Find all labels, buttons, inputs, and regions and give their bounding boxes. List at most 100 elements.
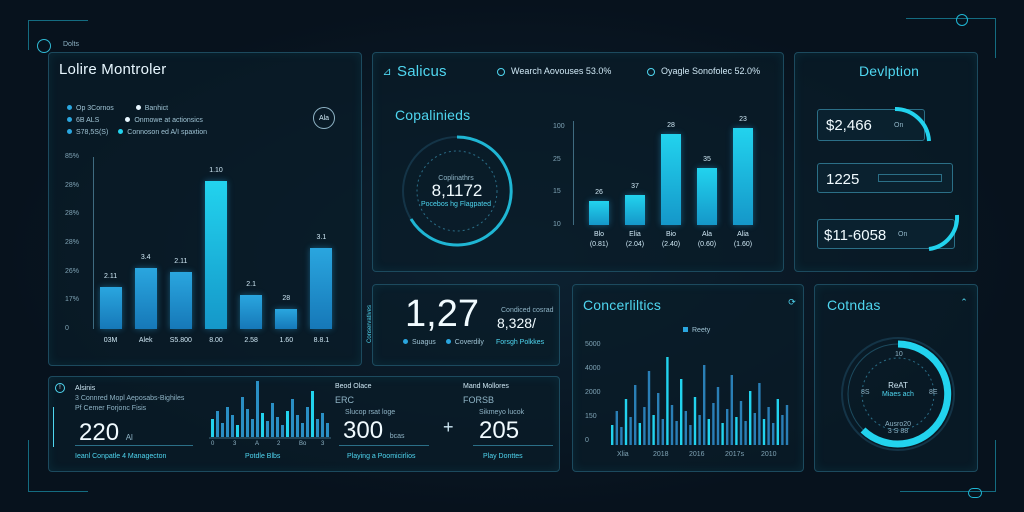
- deviation-value-2: 1225: [826, 171, 860, 188]
- dense-bar: [739, 401, 743, 445]
- dense-bar: [620, 427, 623, 445]
- concerlitics-panel: Concerliltics ⟳ Reety 5000 4000 2000 150 0 Xl…: [572, 284, 804, 472]
- kpi-legend-3: Forsgh Polkkes: [495, 339, 545, 346]
- sparkline-bar: [216, 411, 219, 437]
- y-tick-label: 28%: [65, 181, 80, 189]
- y-tick-label: 100: [553, 123, 565, 130]
- legend-row-3: S78,5S(S) Connoson ed A/I spaxtion: [67, 129, 207, 136]
- search-icon: [497, 67, 505, 76]
- dense-bar: [762, 419, 766, 445]
- x-tick-sublabel: (2.04): [625, 241, 645, 248]
- bar: [733, 127, 753, 225]
- bar-value-label: 28: [667, 121, 675, 129]
- dense-bar: [781, 415, 784, 445]
- x-tick-label: 1.60: [279, 337, 294, 344]
- bottom-stats-panel: ! Alsinis 3 Connred Mopl Aeposabs-Bighil…: [48, 376, 560, 472]
- sparkline-bar: [266, 421, 269, 437]
- dense-bar: [735, 417, 738, 445]
- bottom-right-toggle-icon[interactable]: [968, 488, 982, 498]
- divider: [75, 445, 193, 446]
- dense-bar: [652, 415, 655, 445]
- sparkline-tick: 2: [277, 441, 281, 445]
- x-tick-label: Bio: [665, 231, 677, 238]
- plus-sign: +: [443, 417, 454, 437]
- bottom-mid-title: Beod Olace: [335, 383, 372, 390]
- x-tick-sublabel: (0.81): [589, 241, 609, 248]
- deviation-item-1[interactable]: $2,466 On: [817, 109, 925, 141]
- refresh-icon[interactable]: ⟳: [788, 296, 796, 307]
- kpi-side-label: Conservatives: [367, 304, 374, 344]
- dense-bar: [721, 423, 724, 445]
- x-tick-label: Elia: [629, 231, 641, 238]
- sparkline-bar: [236, 425, 239, 437]
- kpi-legend: Suagus Coverdily Forsgh Polkkes: [403, 339, 544, 346]
- x-tick-label: Xlia: [617, 451, 629, 458]
- x-tick-label: 8.8.1: [313, 337, 330, 344]
- divider: [473, 445, 553, 446]
- sales-bar-chart: 100 25 15 10 26 Blo (0.81) 37 Elia (2.04) 28 Bio (2.…: [373, 53, 785, 273]
- sparkline-bar: [291, 399, 294, 437]
- y-axis: [93, 157, 94, 329]
- bar: [240, 294, 263, 329]
- deviation-item-3[interactable]: $11-6058 On: [817, 219, 955, 249]
- left-bar-chart: 85% 28% 28% 28% 26% 17% 0 2.11 03M 3.4 Alek 2.11 S5.…: [49, 53, 363, 367]
- sales-icon: ⊿: [382, 65, 392, 78]
- deviation-item-2[interactable]: 1225: [817, 163, 953, 193]
- dense-bar-chart: [611, 357, 789, 445]
- dense-bar: [749, 391, 752, 445]
- legend-row-1: Op 3Cornos Banhict: [67, 105, 168, 112]
- cotndas-left-tick: 8S: [861, 389, 870, 396]
- dense-bar: [666, 357, 669, 445]
- legend-text: Connoson ed A/I spaxtion: [127, 129, 208, 136]
- kpi-legend-2: Coverdily: [454, 339, 484, 346]
- x-tick-sublabel: (1.60): [733, 241, 753, 248]
- bar-value-label: 26: [595, 189, 603, 197]
- app-badge: Dolts: [63, 41, 79, 48]
- dense-bar: [615, 411, 618, 445]
- bottom-mid-sub: ERC: [335, 395, 355, 405]
- brand-logo-icon[interactable]: Ala: [313, 107, 335, 129]
- dense-bar: [744, 421, 747, 445]
- chevron-up-icon[interactable]: ⌃: [960, 296, 968, 307]
- bottom-right-small: Sikmeyo lucok: [479, 409, 525, 416]
- y-tick-label: 0: [65, 325, 69, 332]
- bar: [99, 286, 122, 329]
- bar-value-label: 2.11: [104, 272, 118, 280]
- x-tick-label: 2010: [761, 451, 777, 458]
- cotndas-panel: Cotndas ⌃ 10 8S 8E ReAT Miaes ach Ausro2…: [814, 284, 978, 472]
- cotndas-right-tick: 8E: [929, 389, 938, 396]
- bottom-right-value: 205: [479, 417, 520, 444]
- bar-value-label: 3.4: [140, 254, 151, 262]
- sparkline-bar: [256, 381, 259, 437]
- bar: [310, 248, 333, 329]
- dense-bar: [643, 407, 646, 445]
- bar-value-label: 2.11: [174, 258, 188, 266]
- bottom-right-title: Mand Mollores: [463, 383, 509, 390]
- deviation-value-3: $11-6058: [824, 227, 887, 244]
- x-tick-label: Alek: [138, 337, 153, 344]
- side-bracket: [53, 407, 59, 447]
- y-tick-label: 28%: [65, 210, 80, 218]
- y-tick-label: 17%: [65, 296, 80, 304]
- bar: [169, 272, 192, 329]
- dense-bar: [730, 375, 733, 445]
- settings-icon[interactable]: [956, 14, 968, 26]
- sparkline-bar: [226, 407, 229, 437]
- cotndas-title: Cotndas: [827, 297, 881, 313]
- sparkline-bar: [311, 391, 314, 437]
- cotndas-bottom: Ausro20 3 S 88: [884, 421, 912, 435]
- legend-row-2: 6B ALS Onmowe at actionsics: [67, 117, 203, 124]
- dense-bar: [767, 407, 770, 445]
- dense-bar: [684, 411, 687, 445]
- sales-title: Salicus: [397, 63, 447, 80]
- bar: [661, 133, 681, 225]
- sparkline-bar: [296, 415, 299, 437]
- x-tick-label: Ala: [701, 231, 713, 238]
- bottom-mid-footer: Playing a Poomicirlios: [347, 453, 416, 460]
- bar: [275, 308, 298, 329]
- bottom-right-sub: FORSB: [463, 395, 495, 405]
- frame-bottom-left-corner: [28, 440, 88, 492]
- y-tick-label: 4000: [585, 365, 601, 372]
- sales-stat-1-text: Wearch Aovouses 53.0%: [511, 66, 612, 76]
- y-tick-label: 5000: [585, 341, 601, 348]
